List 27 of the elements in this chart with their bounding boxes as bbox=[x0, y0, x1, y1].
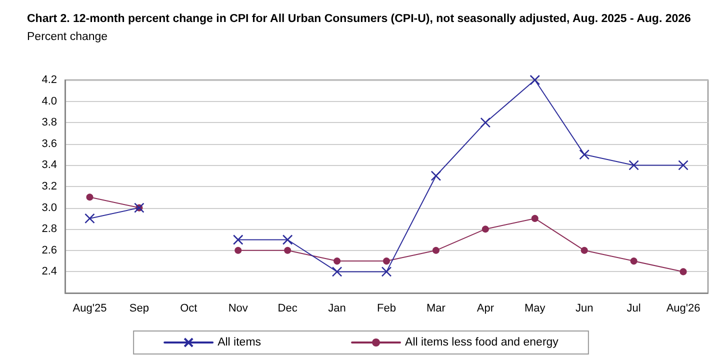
y-tick-label: 3.2 bbox=[42, 180, 57, 192]
y-tick-label: 2.6 bbox=[42, 244, 57, 256]
y-axis-title: Percent change bbox=[27, 31, 108, 43]
y-tick-label: 2.4 bbox=[42, 266, 57, 278]
x-tick-label: Dec bbox=[278, 302, 298, 314]
y-tick-label: 4.0 bbox=[42, 95, 57, 108]
y-tick-label: 3.0 bbox=[42, 202, 57, 214]
x-tick-label: Aug'26 bbox=[666, 302, 700, 314]
chart-title: Chart 2. 12-month percent change in CPI for All Urban Consumers (CPI-U), not seasonally adjusted, Aug. 2025 - Aug. 2026 bbox=[27, 13, 691, 25]
x-tick-label: Jan bbox=[328, 302, 346, 314]
x-tick-label: Oct bbox=[180, 302, 198, 314]
x-tick-label: May bbox=[524, 302, 546, 314]
y-tick-label: 4.2 bbox=[42, 74, 57, 86]
y-tick-label: 3.8 bbox=[42, 116, 57, 129]
x-tick-label: Mar bbox=[426, 302, 446, 314]
legend-label: All items less food and energy bbox=[405, 336, 559, 348]
x-tick-label: Aug'25 bbox=[72, 302, 107, 314]
y-tick-label: 2.8 bbox=[42, 223, 57, 236]
x-tick-label: Apr bbox=[476, 302, 494, 314]
x-tick-label: Sep bbox=[129, 302, 149, 314]
legend-label: All items bbox=[218, 336, 262, 348]
x-tick-label: Jun bbox=[575, 302, 594, 314]
x-tick-label: Nov bbox=[228, 302, 248, 314]
x-tick-label: Jul bbox=[626, 302, 641, 314]
y-tick-label: 3.4 bbox=[42, 159, 57, 172]
x-tick-label: Feb bbox=[377, 302, 396, 314]
y-tick-label: 3.6 bbox=[42, 138, 57, 150]
